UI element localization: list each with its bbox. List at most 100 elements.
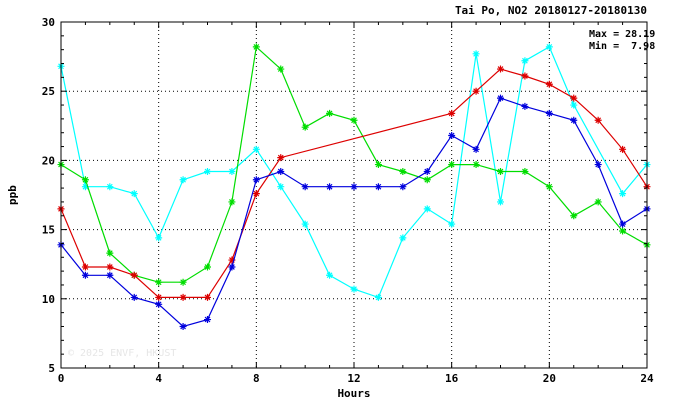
series-4-point [448,131,456,139]
series-3-point [448,109,456,117]
series-1-point [399,234,407,242]
series-4-point [155,300,163,308]
y-tick-label: 15 [42,224,55,237]
series-2-point [545,183,553,191]
series-1-point [326,271,334,279]
series-4-point [521,102,529,110]
series-1-point [350,285,358,293]
x-tick-label: 12 [347,372,360,385]
series-4-point [204,316,211,324]
y-axis-label: ppb [6,185,19,205]
series-1-point [155,234,163,242]
series-2-point [106,249,114,257]
series-1-point [423,205,431,213]
series-2-point [155,278,163,286]
series-2-point [472,161,480,169]
series-3 [57,65,651,301]
series-4-point [374,183,382,191]
series-3-point [619,145,627,153]
series-1-point [179,176,187,184]
series-1-point [252,145,260,153]
series-3-point [155,293,163,301]
series-1-point [448,220,456,228]
series-3-point [521,72,529,80]
series-2-point [228,198,236,206]
series-2-point [350,116,358,124]
x-tick-label: 24 [640,372,654,385]
series-4-point [399,183,407,191]
series-3-point [252,190,260,198]
series-4-point [179,322,187,330]
series-2-point [423,176,431,184]
series-1-point [521,57,529,65]
series-1-point [545,43,553,51]
x-tick-label: 16 [445,372,459,385]
series-2-point [326,109,334,117]
x-tick-label: 20 [543,372,556,385]
series-4-point [545,109,553,117]
series-2-point [521,167,529,175]
y-tick-label: 25 [42,85,55,98]
series-1-point [204,167,211,175]
series-4-point [619,220,627,228]
series-4-point [228,263,236,271]
series-2-point [399,167,407,175]
series-2 [57,43,651,286]
series-4-point [497,94,504,102]
series-4-point [130,293,138,301]
series-3-point [472,87,480,95]
max-label: Max = 28.19 [589,29,655,40]
series-1-point [130,190,138,198]
y-tick-label: 5 [48,362,55,375]
series-3-point [594,116,602,124]
series-3-point [497,65,504,73]
series-2-point [594,198,602,206]
y-tick-label: 20 [42,154,55,167]
series-1-point [277,183,285,191]
series-1 [57,43,651,301]
y-tick-label: 30 [42,16,55,29]
series-1-point [106,183,114,191]
axis-ticks: 0 4 8 12 16 20 24 5 10 15 20 25 30 [42,16,654,385]
series-3-point [179,293,187,301]
series-2-point [277,65,285,73]
series-1-point [472,50,480,58]
series-1-point [570,101,578,109]
series-1-point [619,190,627,198]
series-1-line [60,46,648,299]
x-tick-label: 0 [58,372,65,385]
x-axis-label: Hours [337,387,370,400]
series-4-point [594,161,602,169]
series-1-point [301,220,309,228]
min-label: Min = 7.98 [589,40,655,52]
series-3-point [106,263,114,271]
series-4-point [277,167,285,175]
series-4-point [350,183,358,191]
series-4-point [326,183,334,191]
series-4-point [570,116,578,124]
watermark: © 2025 ENVF, HKUST [68,348,176,359]
series-1-point [497,198,504,206]
y-tick-label: 10 [42,293,55,306]
series-2-point [497,167,504,175]
series-2-point [252,43,260,51]
series-4-point [106,271,114,279]
series-2-point [204,263,211,271]
series-3-point [570,94,578,102]
series-2-point [374,161,382,169]
series-layer [57,43,651,330]
series-4-point [423,167,431,175]
series-2-point [301,123,309,131]
series-1-point [374,293,382,301]
series-2-point [81,176,89,184]
series-3-point [204,293,211,301]
x-tick-label: 4 [155,372,162,385]
series-2-point [570,212,578,220]
chart-title: Tai Po, NO2 20180127-20180130 [455,4,647,17]
series-3-point [545,80,553,88]
series-2-point [448,161,456,169]
series-3-point [277,154,285,162]
series-2-point [619,227,627,235]
grid-lines [61,22,647,368]
